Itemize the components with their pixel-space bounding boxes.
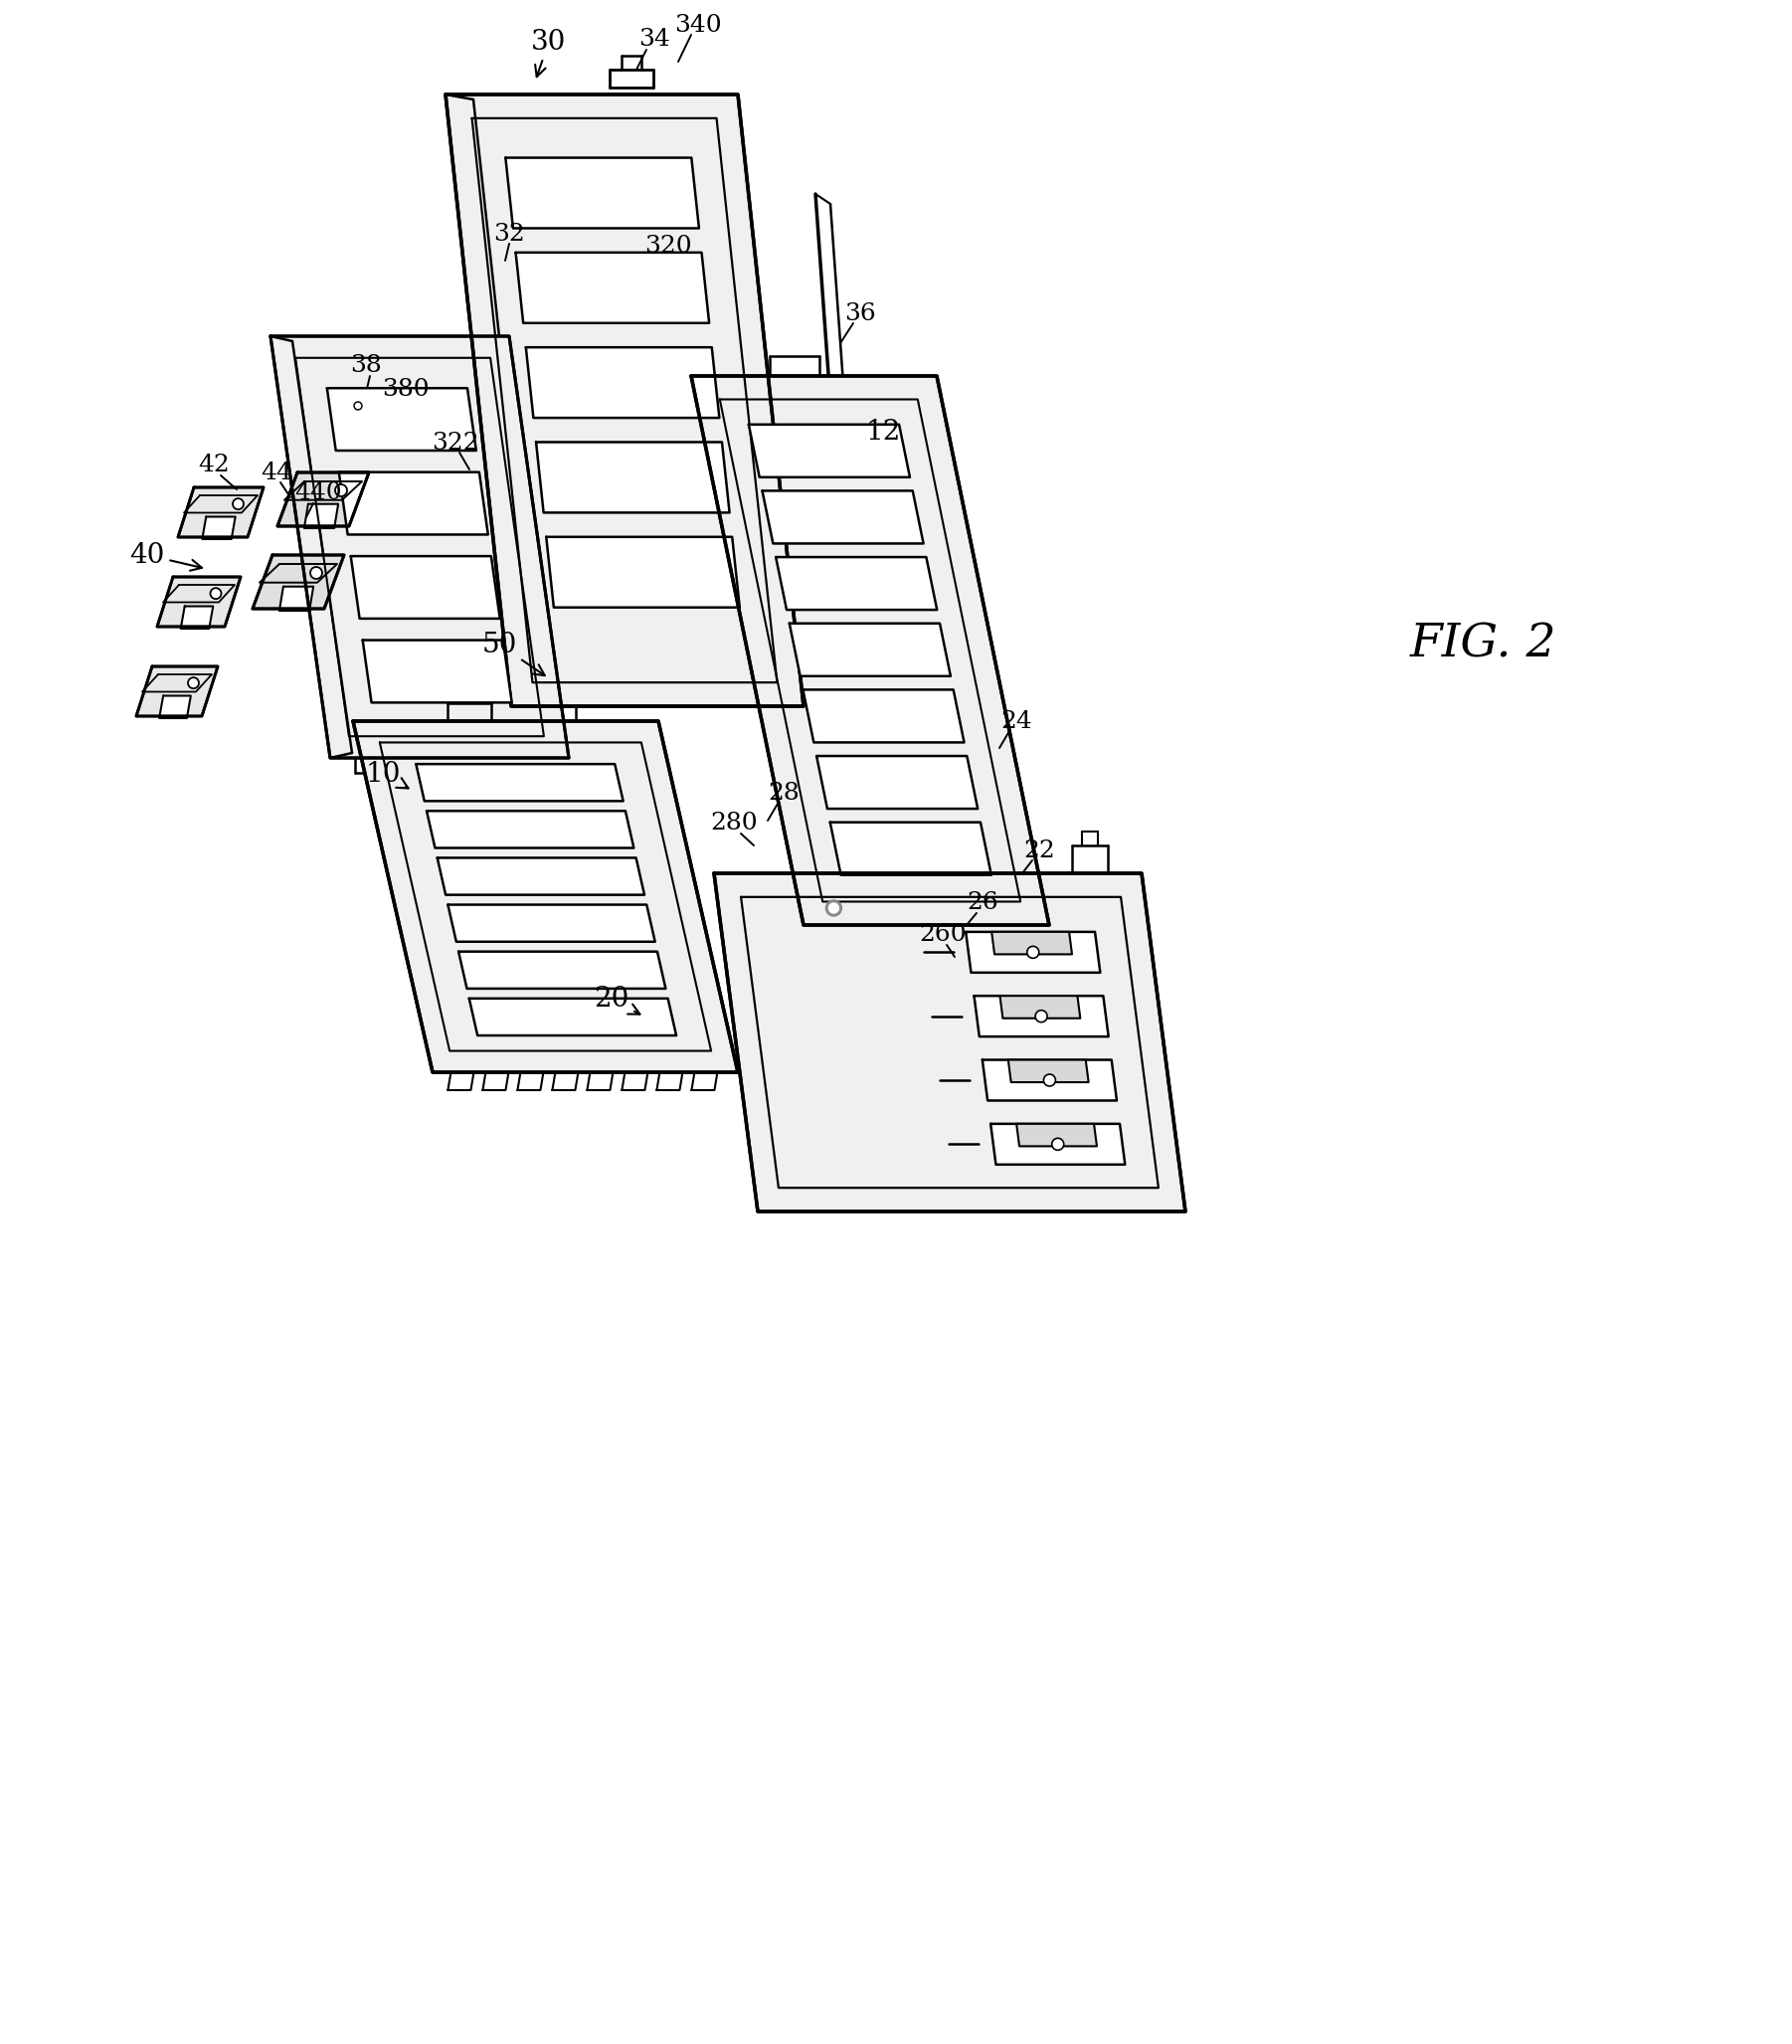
Polygon shape [446, 94, 803, 705]
Circle shape [1052, 1139, 1064, 1151]
Polygon shape [525, 347, 719, 417]
Polygon shape [278, 472, 369, 525]
Polygon shape [202, 517, 235, 540]
Polygon shape [362, 640, 513, 703]
Circle shape [188, 677, 199, 689]
Text: 44: 44 [260, 462, 292, 484]
Polygon shape [280, 587, 314, 611]
Polygon shape [803, 689, 964, 742]
Polygon shape [448, 905, 656, 942]
Circle shape [1036, 1010, 1047, 1022]
Polygon shape [437, 858, 645, 895]
Text: 260: 260 [919, 924, 966, 946]
Text: 38: 38 [349, 354, 382, 378]
Text: 28: 28 [767, 783, 799, 805]
Polygon shape [339, 472, 487, 536]
Text: 36: 36 [844, 303, 876, 325]
Text: 50: 50 [482, 632, 545, 675]
Polygon shape [353, 722, 738, 1073]
Circle shape [826, 899, 842, 916]
Circle shape [1027, 946, 1039, 959]
Polygon shape [158, 576, 240, 628]
Circle shape [828, 903, 839, 914]
Text: 12: 12 [866, 419, 901, 446]
Polygon shape [776, 558, 937, 609]
Text: 26: 26 [966, 891, 998, 914]
Polygon shape [790, 623, 950, 677]
Polygon shape [271, 335, 568, 758]
Text: 34: 34 [638, 29, 670, 51]
Polygon shape [536, 442, 729, 513]
Polygon shape [516, 253, 710, 323]
Polygon shape [830, 822, 991, 875]
Polygon shape [975, 995, 1109, 1036]
Text: 20: 20 [593, 985, 640, 1014]
Polygon shape [966, 932, 1100, 973]
Polygon shape [692, 376, 1048, 926]
Polygon shape [547, 538, 740, 607]
Circle shape [233, 499, 244, 509]
Polygon shape [991, 1124, 1125, 1165]
Text: 42: 42 [199, 454, 229, 476]
Polygon shape [159, 695, 190, 717]
Polygon shape [351, 556, 500, 619]
Polygon shape [991, 932, 1072, 955]
Polygon shape [177, 486, 263, 538]
Polygon shape [326, 388, 477, 450]
Polygon shape [136, 666, 219, 715]
Text: 340: 340 [674, 14, 722, 37]
Polygon shape [416, 764, 624, 801]
Polygon shape [305, 505, 339, 527]
Text: 24: 24 [1000, 709, 1032, 732]
Text: 32: 32 [493, 223, 525, 245]
Circle shape [210, 589, 220, 599]
Text: 320: 320 [645, 235, 692, 258]
Circle shape [335, 484, 348, 497]
Text: 22: 22 [1023, 838, 1055, 863]
Polygon shape [1000, 995, 1081, 1018]
Circle shape [310, 566, 323, 578]
Polygon shape [1016, 1124, 1097, 1147]
Circle shape [355, 403, 362, 409]
Polygon shape [426, 811, 634, 848]
Text: 280: 280 [710, 811, 758, 836]
Text: 40: 40 [129, 542, 202, 570]
Polygon shape [982, 1061, 1116, 1100]
Polygon shape [1009, 1061, 1088, 1081]
Polygon shape [505, 157, 699, 229]
Polygon shape [762, 491, 923, 544]
Text: 322: 322 [432, 431, 478, 454]
Text: FIG. 2: FIG. 2 [1410, 621, 1557, 666]
Polygon shape [817, 756, 978, 809]
Polygon shape [470, 997, 676, 1036]
Text: 440: 440 [294, 482, 342, 505]
Circle shape [355, 403, 360, 409]
Circle shape [1043, 1075, 1055, 1085]
Text: 10: 10 [366, 760, 409, 789]
Polygon shape [459, 953, 665, 989]
Polygon shape [749, 425, 910, 476]
Text: 30: 30 [532, 29, 566, 78]
Polygon shape [713, 873, 1185, 1212]
Polygon shape [253, 556, 344, 609]
Text: 380: 380 [382, 378, 430, 401]
Polygon shape [181, 607, 213, 630]
